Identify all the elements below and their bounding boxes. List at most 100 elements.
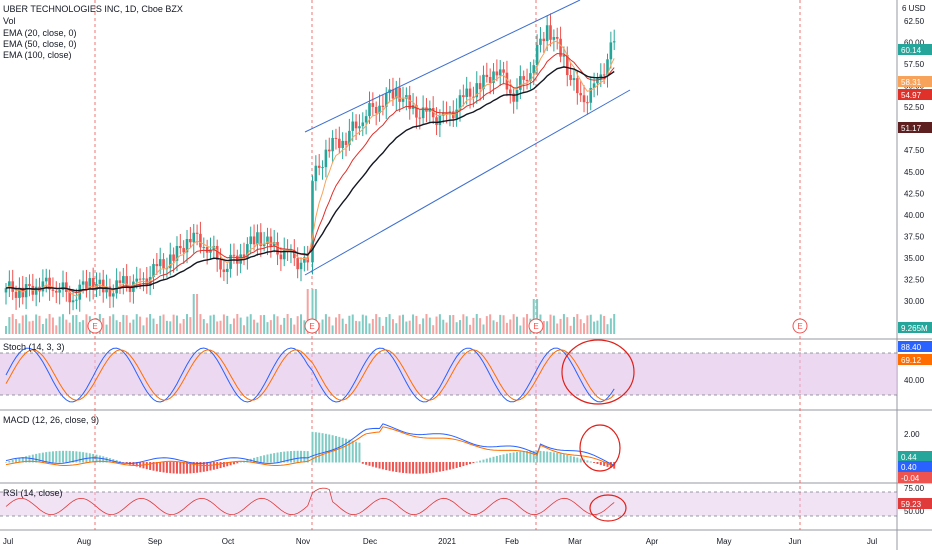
- volume-bar: [202, 319, 205, 334]
- candle-body: [65, 282, 68, 292]
- volume-bar: [391, 319, 394, 334]
- macd-hist-bar: [485, 458, 488, 463]
- volume-bar: [68, 322, 71, 334]
- volume-bar: [378, 317, 381, 334]
- macd-hist-bar: [11, 459, 14, 463]
- earnings-marker-label: E: [797, 322, 802, 331]
- volume-bar: [236, 314, 239, 334]
- rsi-pane[interactable]: [0, 487, 897, 517]
- stoch-band: [0, 353, 897, 395]
- volume-bar: [428, 317, 431, 334]
- candle-body: [68, 291, 71, 303]
- volume-bar: [566, 317, 569, 334]
- ema50-line: [5, 52, 615, 294]
- macd-hist-bar: [472, 462, 475, 464]
- candle-body: [462, 95, 465, 98]
- macd-hist-bar: [253, 457, 256, 463]
- macd-hist-bar: [85, 452, 88, 463]
- candle-body: [492, 71, 495, 83]
- macd-hist-bar: [165, 462, 168, 473]
- candle-body: [48, 277, 51, 290]
- volume-bar: [108, 316, 111, 334]
- stoch-k-line: [5, 347, 615, 403]
- volume-bar: [61, 314, 64, 334]
- macd-hist-bar: [149, 462, 152, 470]
- price-axis[interactable]: 6 USD62.5060.0057.5055.0052.5050.0047.50…: [898, 4, 932, 516]
- volume-bar: [45, 318, 48, 334]
- macd-hist-bar: [418, 462, 421, 474]
- macd-hist-bar: [606, 462, 609, 467]
- candle-body: [589, 87, 593, 103]
- candle-body: [502, 69, 505, 73]
- volume-bar: [499, 314, 502, 334]
- macd-hist-bar: [519, 451, 522, 463]
- macd-hist-bar: [145, 462, 148, 470]
- stoch-d-line: [5, 349, 615, 401]
- macd-hist-bar: [402, 462, 405, 473]
- macd-hist-bar: [559, 453, 562, 463]
- candle-body: [519, 76, 522, 90]
- candle-body: [378, 105, 381, 114]
- macd-hist-bar: [455, 462, 458, 468]
- price-tag-label: 60.14: [901, 46, 922, 55]
- volume-bar: [243, 325, 246, 334]
- macd-hist-bar: [448, 462, 451, 470]
- candle-body: [242, 254, 246, 258]
- volume-bar: [125, 315, 128, 334]
- macd-hist-bar: [324, 433, 327, 463]
- candle-body: [565, 54, 569, 76]
- candle-body: [515, 89, 519, 102]
- macd-hist-bar: [391, 462, 394, 472]
- macd-hist-bar: [579, 458, 582, 463]
- macd-hist-bar: [283, 451, 286, 463]
- candle-body: [358, 126, 361, 129]
- candle-body: [71, 300, 75, 303]
- macd-hist-bar: [378, 462, 381, 469]
- volume-bar: [526, 314, 529, 334]
- volume-bar: [273, 314, 276, 334]
- volume-bar: [603, 315, 606, 334]
- candle-body: [508, 89, 512, 94]
- volume-bar: [239, 317, 242, 334]
- macd-hist-bar: [216, 462, 219, 469]
- candle-body: [75, 299, 78, 301]
- macd-hist-bar: [318, 432, 321, 463]
- annotation-circle-macd: [579, 424, 621, 472]
- candle-body: [138, 278, 142, 280]
- macd-hist-bar: [65, 450, 68, 463]
- candle-body: [85, 281, 88, 290]
- volume-bar: [365, 315, 368, 334]
- rsi-band: [0, 492, 897, 516]
- macd-hist-bar: [58, 450, 61, 463]
- volume-bar: [348, 315, 351, 334]
- macd-hist-bar: [512, 452, 515, 463]
- candle-body: [95, 284, 98, 290]
- macd-hist-bar: [532, 450, 535, 463]
- volume-bar: [455, 322, 458, 334]
- macd-hist-bar: [395, 462, 398, 473]
- macd-hist-bar: [502, 454, 505, 463]
- time-axis[interactable]: Jul Aug Sep Oct Nov Dec 2021 Feb Mar Apr May Jun Jul: [3, 537, 877, 546]
- volume-bar: [462, 314, 465, 334]
- macd-hist-bar: [415, 462, 418, 474]
- macd-hist-bar: [603, 462, 606, 466]
- candle-body: [41, 281, 45, 292]
- time-tick: Apr: [646, 537, 659, 546]
- volume-bar: [502, 315, 505, 334]
- stoch-pane[interactable]: [0, 347, 897, 403]
- volume-bar: [546, 321, 549, 334]
- price-tick: 62.50: [904, 17, 925, 26]
- volume-bar: [253, 319, 256, 334]
- macd-hist-bar: [179, 462, 182, 474]
- candle-body: [152, 264, 155, 277]
- candle-body: [435, 117, 438, 126]
- volume-bar: [402, 314, 405, 334]
- candle-body: [606, 59, 609, 76]
- macd-hist-bar: [41, 452, 44, 463]
- macd-pane[interactable]: [5, 423, 616, 474]
- macd-hist-bar: [435, 462, 438, 473]
- volume-bar: [249, 314, 252, 334]
